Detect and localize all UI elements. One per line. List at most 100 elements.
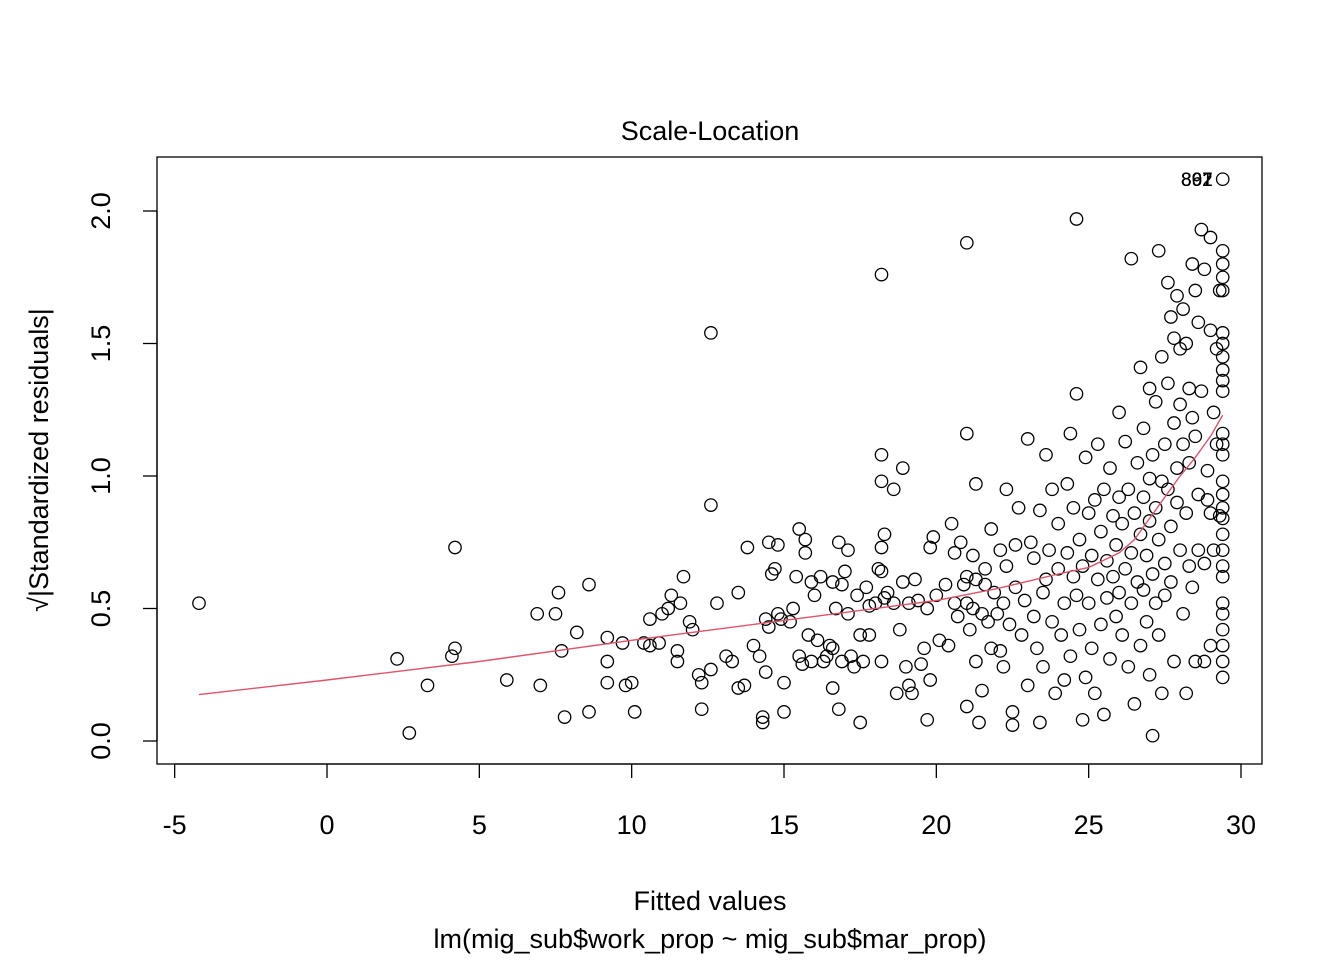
data-point: [1054, 628, 1069, 642]
data-point: [1197, 262, 1212, 277]
data-point: [1124, 546, 1139, 560]
data-point: [1033, 715, 1047, 730]
data-point: [615, 636, 630, 650]
data-point: [652, 636, 666, 650]
data-point: [1008, 538, 1023, 552]
data-point: [889, 686, 904, 701]
data-point: [1182, 455, 1197, 470]
x-axis-subtitle: lm(mig_sub$work_prop ~ mig_sub$mar_prop): [434, 924, 987, 954]
data-point: [704, 662, 718, 677]
data-point: [1206, 405, 1221, 420]
data-point: [1164, 519, 1178, 534]
data-point: [859, 580, 874, 595]
data-point: [920, 601, 935, 616]
data-point: [445, 649, 459, 664]
y-axis-label: √|Standardized residuals|: [24, 308, 54, 612]
data-point: [1188, 283, 1203, 298]
data-point: [990, 606, 1005, 621]
data-point: [1151, 628, 1166, 642]
data-point: [1215, 426, 1230, 441]
data-point: [1161, 482, 1175, 497]
data-point: [746, 638, 761, 653]
data-point: [1200, 493, 1215, 507]
data-point: [874, 267, 889, 282]
data-point: [1121, 659, 1136, 674]
data-point: [914, 657, 928, 671]
y-axis-label-text: Standardized residuals: [24, 315, 54, 590]
data-point: [737, 678, 752, 693]
data-point: [962, 622, 977, 637]
data-point: [1139, 548, 1154, 563]
data-point: [448, 641, 462, 656]
data-point: [1072, 532, 1087, 547]
data-point: [1063, 649, 1078, 664]
data-point: [880, 585, 895, 600]
data-point: [1151, 243, 1166, 258]
data-point: [923, 540, 938, 555]
data-point: [1094, 524, 1108, 539]
data-point: [1215, 527, 1230, 542]
data-point: [1188, 429, 1203, 444]
data-point: [1005, 705, 1020, 719]
data-point: [993, 644, 1008, 658]
data-point: [996, 596, 1011, 611]
data-point: [1011, 500, 1026, 515]
data-point: [1142, 514, 1157, 528]
data-point: [969, 477, 983, 491]
data-point: [1215, 283, 1230, 298]
data-point: [1097, 707, 1111, 722]
data-point: [1215, 638, 1230, 653]
data-point: [1112, 405, 1126, 420]
data-point: [953, 535, 968, 550]
smooth-line: [198, 414, 1224, 696]
data-point: [841, 606, 855, 621]
data-point: [1215, 559, 1230, 573]
data-point: [798, 546, 813, 560]
data-point: [1215, 349, 1230, 364]
plot-frame: [156, 156, 1263, 765]
data-point: [1215, 500, 1230, 515]
data-point: [1215, 606, 1230, 621]
x-tick-label: 15: [769, 810, 799, 840]
data-point: [569, 625, 584, 640]
data-point: [944, 516, 959, 531]
data-point: [1164, 575, 1178, 589]
data-point: [831, 702, 846, 717]
y-tick-label: 2.0: [86, 192, 116, 230]
data-point: [1203, 230, 1218, 245]
data-point: [1182, 559, 1197, 573]
data-point: [874, 474, 889, 489]
data-point: [786, 601, 800, 616]
data-point: [755, 710, 770, 724]
data-point: [1215, 243, 1230, 258]
data-point: [1167, 331, 1181, 346]
data-point: [1209, 437, 1224, 452]
data-point: [1148, 394, 1163, 409]
data-point: [1215, 326, 1230, 340]
data-point: [1197, 654, 1212, 669]
data-point: [1118, 561, 1133, 576]
data-point: [1142, 471, 1157, 486]
data-point: [886, 482, 901, 497]
data-point: [877, 527, 892, 542]
data-point: [1051, 561, 1066, 576]
data-point: [932, 633, 947, 648]
data-point: [1084, 641, 1099, 656]
data-point: [981, 614, 995, 629]
data-point: [804, 575, 819, 589]
data-point: [947, 596, 962, 611]
y-tick-label-group: 0.0: [86, 722, 116, 760]
data-point: [959, 569, 974, 584]
data-point: [643, 638, 657, 653]
data-point: [1215, 511, 1230, 526]
data-point: [996, 659, 1011, 674]
data-point: [1151, 532, 1166, 547]
data-point: [969, 654, 983, 669]
data-point: [1100, 553, 1114, 568]
data-point: [1176, 437, 1190, 452]
data-point: [938, 577, 953, 592]
data-point: [1185, 410, 1200, 425]
data-point: [1154, 474, 1169, 489]
data-point: [676, 569, 691, 584]
